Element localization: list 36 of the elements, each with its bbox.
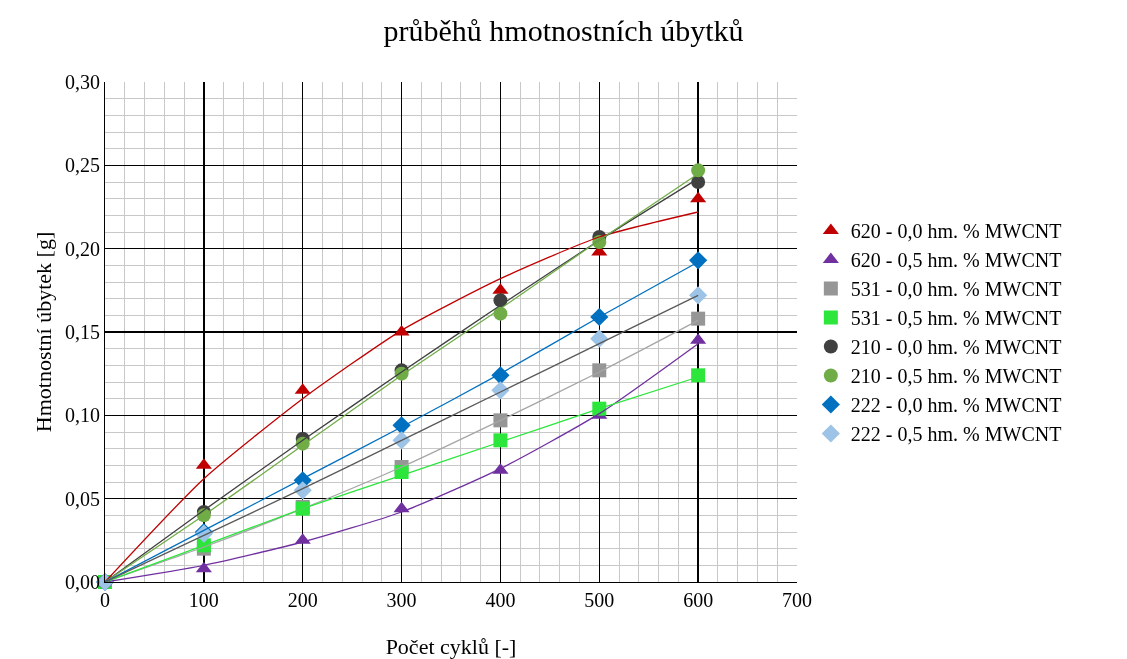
point [691,163,706,178]
point [590,329,609,348]
x-tick-label: 500 [584,589,615,611]
y-tick-label: 0,05 [65,487,100,510]
x-tick-label: 600 [683,589,714,611]
y-tick-label: 0,20 [65,237,100,260]
point [493,413,508,428]
x-tick-label: 0 [100,589,110,611]
legend-label: 531 - 0,5 hm. % MWCNT [850,307,1062,330]
legend-label: 620 - 0,0 hm. % MWCNT [850,220,1062,243]
point [691,368,706,383]
point [689,251,708,270]
legend-label: 531 - 0,0 hm. % MWCNT [850,278,1062,301]
x-axis-title: Počet cyklů [-] [385,634,517,659]
x-tick-label: 100 [188,589,219,611]
y-tick-label: 0,10 [65,404,100,427]
y-tick-label: 0,25 [65,154,100,177]
x-tick-label: 300 [386,589,417,611]
point [691,311,706,326]
y-tick-label: 0,15 [65,321,100,343]
chart-title: průběhů hmotnostních úbytků [383,13,744,47]
legend-label: 222 - 0,5 hm. % MWCNT [850,423,1062,446]
x-tick-label: 200 [287,589,318,611]
y-axis-title: Hmotnostní úbytek [g] [31,231,56,433]
point [493,433,508,448]
x-tick-label: 700 [782,589,812,611]
point [690,191,707,203]
legend-label: 210 - 0,0 hm. % MWCNT [850,336,1062,359]
x-tick-label: 400 [485,589,516,611]
point [689,286,708,305]
legend-label: 222 - 0,0 hm. % MWCNT [850,394,1062,417]
legend-label: 620 - 0,5 hm. % MWCNT [850,249,1062,272]
y-tick-label: 0,00 [65,571,100,593]
y-tick-label: 0,30 [65,71,100,93]
point [293,481,312,500]
legend-label: 210 - 0,5 hm. % MWCNT [850,365,1062,388]
